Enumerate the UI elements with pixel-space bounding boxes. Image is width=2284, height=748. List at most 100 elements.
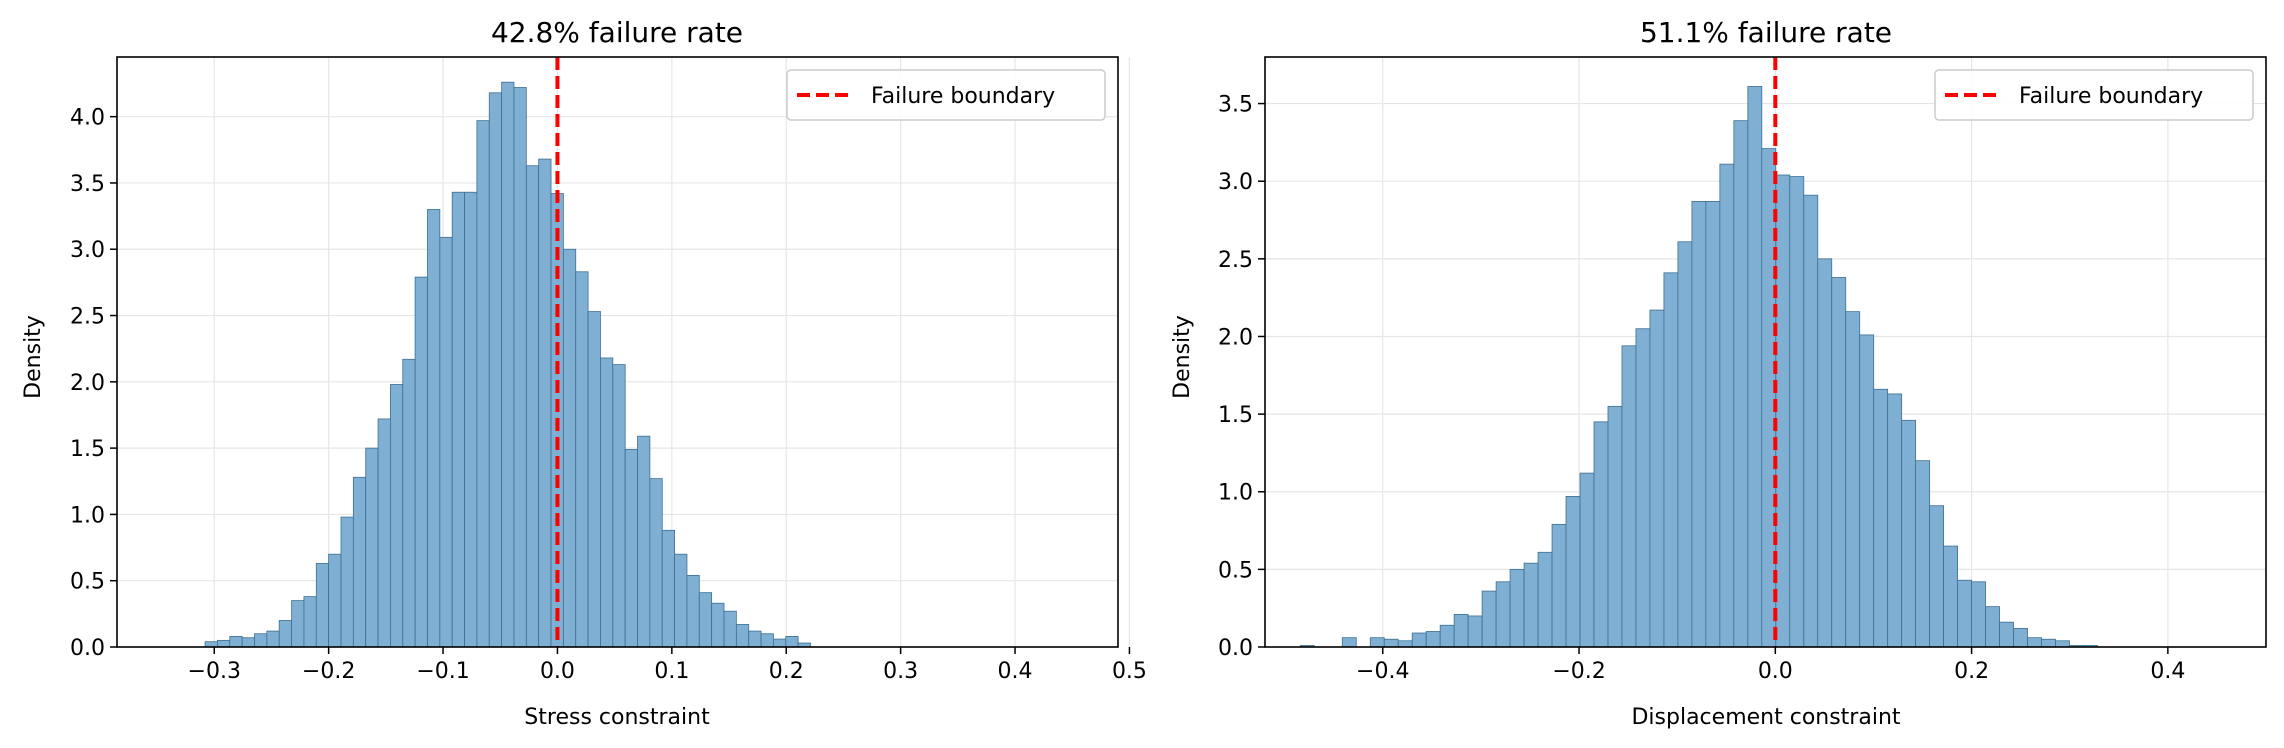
histogram-bar xyxy=(254,633,268,648)
histogram-bar xyxy=(1509,568,1525,648)
y-tick-label: 2.5 xyxy=(1218,248,1253,273)
legend-box xyxy=(786,69,1106,121)
y-tick-label: 1.0 xyxy=(70,503,105,528)
y-tick-label: 0.5 xyxy=(1218,558,1253,583)
histogram-bar xyxy=(1677,241,1693,648)
x-axis-label: Stress constraint xyxy=(524,705,710,730)
histogram-bar xyxy=(1789,176,1805,648)
x-tick-label: −0.1 xyxy=(416,659,469,684)
histogram-bar xyxy=(1649,309,1665,648)
histogram-bar xyxy=(377,418,391,648)
histogram-bar xyxy=(1565,495,1581,648)
x-tick-label: −0.3 xyxy=(188,659,241,684)
histogram-bar xyxy=(1845,311,1861,648)
histogram-bar xyxy=(649,478,663,648)
histogram-bar xyxy=(711,602,725,648)
x-tick-label: 0.4 xyxy=(998,659,1033,684)
histogram-bar xyxy=(1999,621,2014,648)
histogram-bar xyxy=(1383,638,1399,648)
histogram-bar xyxy=(748,630,762,648)
histogram-bar xyxy=(1369,637,1385,648)
histogram-bar xyxy=(217,639,231,648)
x-tick-label: 0.0 xyxy=(1758,659,1793,684)
x-tick-label: 0.5 xyxy=(1112,659,1147,684)
y-tick-label: 1.5 xyxy=(1218,403,1253,428)
legend-label: Failure boundary xyxy=(871,84,1055,109)
histogram-bar xyxy=(451,191,465,648)
histogram-bar xyxy=(229,635,243,648)
x-tick-label: 0.1 xyxy=(654,659,689,684)
y-ticks: 0.0 0.5 1.0 1.5 2.0 2.5 3.0 3.5 xyxy=(1218,93,1265,661)
histogram-bar xyxy=(1775,174,1791,648)
y-tick-label: 2.0 xyxy=(70,371,105,396)
chart-displacement: −0.4 −0.2 0.0 0.2 0.4 0.0 0.5 1.0 1.5 2.0 2.5 3.0 3… xyxy=(1170,16,2267,730)
histogram-bar xyxy=(1607,405,1623,648)
histogram-bar xyxy=(1341,637,1357,648)
chart-title: 42.8% failure rate xyxy=(491,16,743,49)
histogram-bar xyxy=(612,364,626,648)
histogram-bar xyxy=(600,357,614,648)
histogram-bar xyxy=(1817,258,1833,648)
histogram-bar xyxy=(686,575,700,648)
histogram-bar xyxy=(1831,277,1847,648)
legend-box xyxy=(1934,69,2254,121)
histogram-bar xyxy=(1929,505,1945,648)
histogram-bar xyxy=(1467,615,1483,648)
histogram-bar xyxy=(328,553,342,648)
histogram-bar xyxy=(1663,272,1679,648)
histogram-bar xyxy=(241,637,255,648)
histogram-bar xyxy=(1621,345,1637,648)
histogram-bar xyxy=(1873,388,1889,648)
y-ticks: 0.0 0.5 1.0 1.5 2.0 2.5 3.0 3.5 4.0 xyxy=(70,106,117,661)
histogram-bar xyxy=(1691,200,1707,648)
histogram-bar xyxy=(661,529,675,648)
y-tick-label: 3.5 xyxy=(70,172,105,197)
histogram-bar xyxy=(2013,627,2028,648)
histogram-bar xyxy=(637,435,651,648)
histogram-bar xyxy=(266,630,280,648)
y-tick-label: 3.5 xyxy=(1218,93,1253,118)
legend-label: Failure boundary xyxy=(2019,84,2203,109)
histogram-bar xyxy=(365,447,379,648)
x-ticks: −0.4 −0.2 0.0 0.2 0.4 xyxy=(1356,647,2185,684)
histogram-bar xyxy=(464,191,478,648)
histogram-bar xyxy=(575,271,589,648)
histogram-bar xyxy=(1803,194,1819,648)
x-tick-label: 0.3 xyxy=(883,659,918,684)
histogram-bar xyxy=(723,610,737,648)
x-tick-label: 0.0 xyxy=(540,659,575,684)
histogram-bar xyxy=(1705,200,1721,648)
histogram-bar xyxy=(538,158,552,648)
y-tick-label: 2.5 xyxy=(70,305,105,330)
y-tick-label: 3.0 xyxy=(70,238,105,263)
histogram-bar xyxy=(352,476,367,648)
histogram-bar xyxy=(1481,590,1497,648)
chart-stress: −0.3 −0.2 −0.1 0.0 0.1 0.2 0.3 0.4 0.5 0.0 0.5 1.0… xyxy=(21,16,1147,730)
histogram-bar xyxy=(624,449,638,648)
x-tick-label: −0.4 xyxy=(1356,659,1409,684)
histogram-bar xyxy=(1495,581,1511,648)
y-tick-label: 1.0 xyxy=(1218,481,1253,506)
histogram-bar xyxy=(1915,460,1931,648)
histogram-bar xyxy=(315,563,330,648)
x-ticks: −0.3 −0.2 −0.1 0.0 0.1 0.2 0.3 0.4 0.5 xyxy=(188,647,1147,684)
histogram-bar xyxy=(303,596,317,648)
histogram-bar xyxy=(1985,606,2000,648)
y-tick-label: 1.5 xyxy=(70,437,105,462)
histogram-bar xyxy=(1523,562,1539,648)
histogram-bar xyxy=(390,384,404,648)
y-tick-label: 0.0 xyxy=(70,636,105,661)
histogram-bar xyxy=(773,638,787,648)
histogram-bar xyxy=(340,516,354,648)
histogram-bar xyxy=(1579,472,1595,648)
legend: Failure boundary xyxy=(1934,69,2254,121)
histogram-bar xyxy=(1747,86,1763,648)
histogram-bar xyxy=(1439,624,1455,648)
histogram-bar xyxy=(427,209,441,648)
plot-frame xyxy=(116,56,1119,648)
histogram-bar xyxy=(278,620,292,648)
y-tick-label: 3.0 xyxy=(1218,170,1253,195)
histogram-bar xyxy=(1957,579,1972,648)
histogram-bar xyxy=(501,81,515,648)
histogram-bar xyxy=(1733,120,1749,648)
